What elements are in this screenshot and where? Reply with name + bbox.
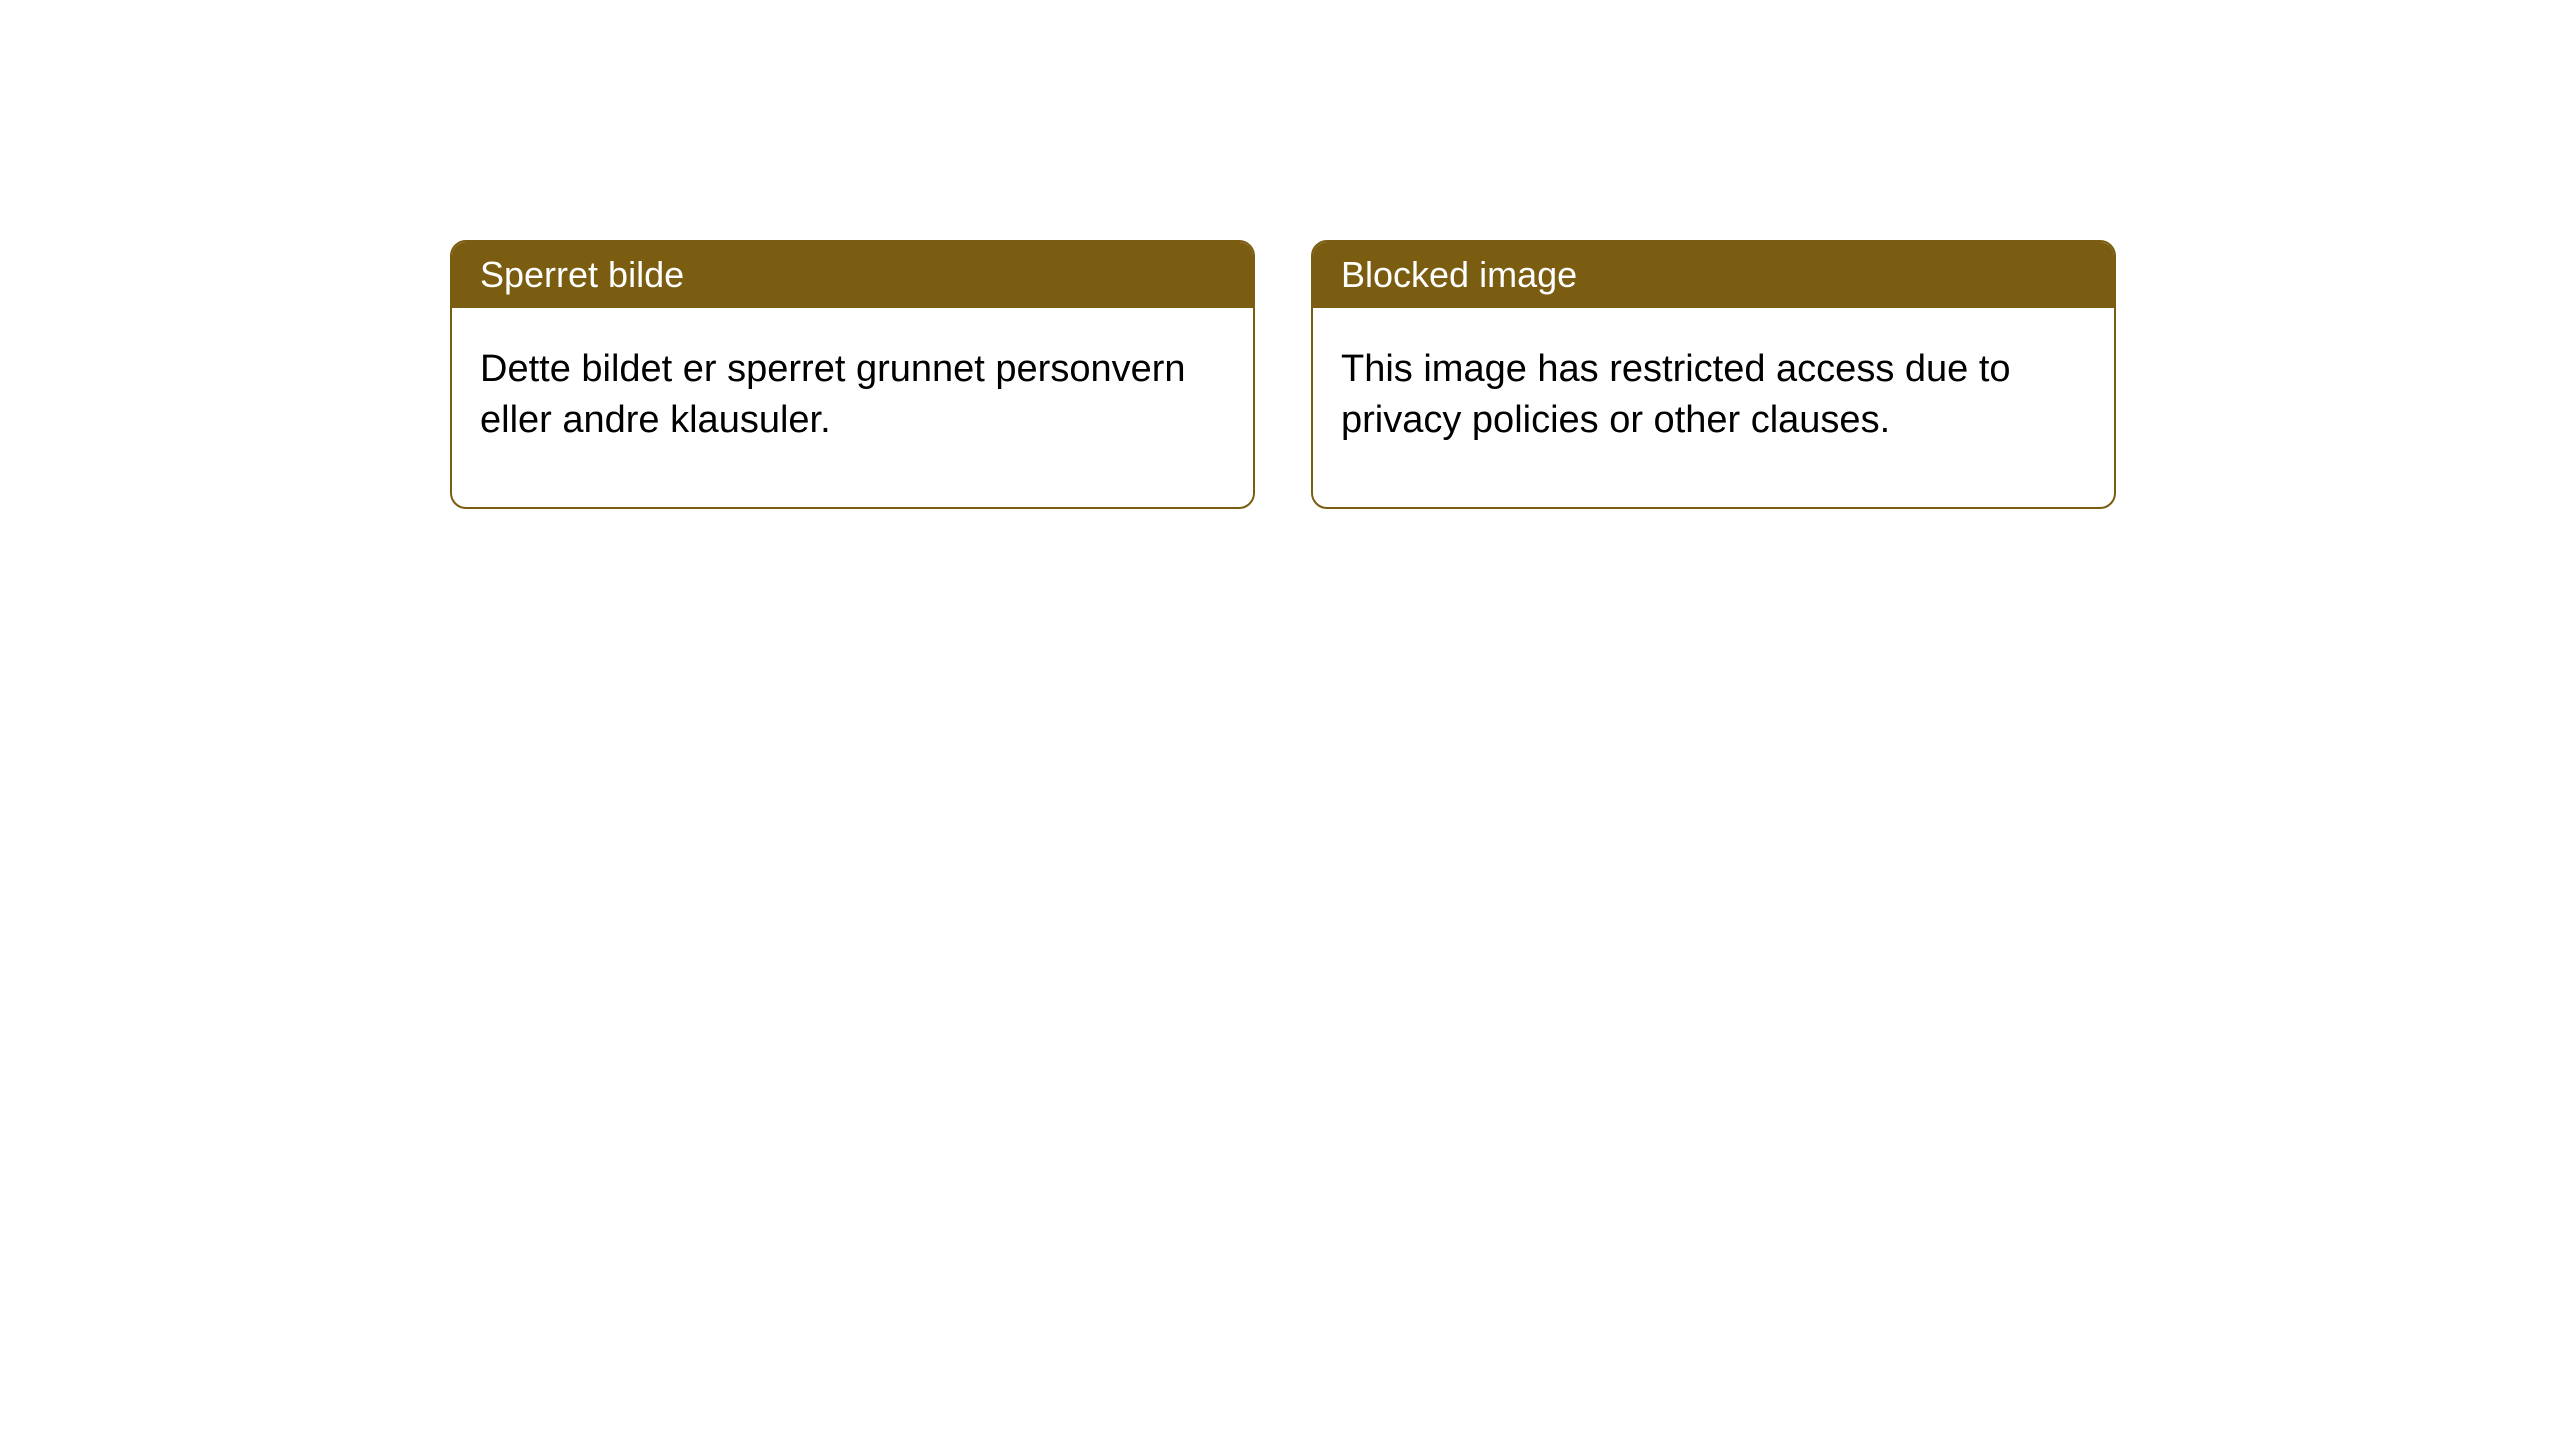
notice-card-norwegian: Sperret bilde Dette bildet er sperret gr… <box>450 240 1255 509</box>
notice-card-title: Blocked image <box>1313 242 2114 308</box>
notice-card-english: Blocked image This image has restricted … <box>1311 240 2116 509</box>
notice-card-body: This image has restricted access due to … <box>1313 308 2114 507</box>
notice-container: Sperret bilde Dette bildet er sperret gr… <box>450 240 2116 509</box>
notice-card-title: Sperret bilde <box>452 242 1253 308</box>
notice-card-body: Dette bildet er sperret grunnet personve… <box>452 308 1253 507</box>
